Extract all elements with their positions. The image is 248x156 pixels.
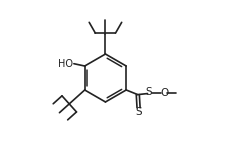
Text: S: S [145,87,152,97]
Text: HO: HO [58,59,73,69]
Text: S: S [135,107,142,117]
Text: O: O [160,88,168,98]
